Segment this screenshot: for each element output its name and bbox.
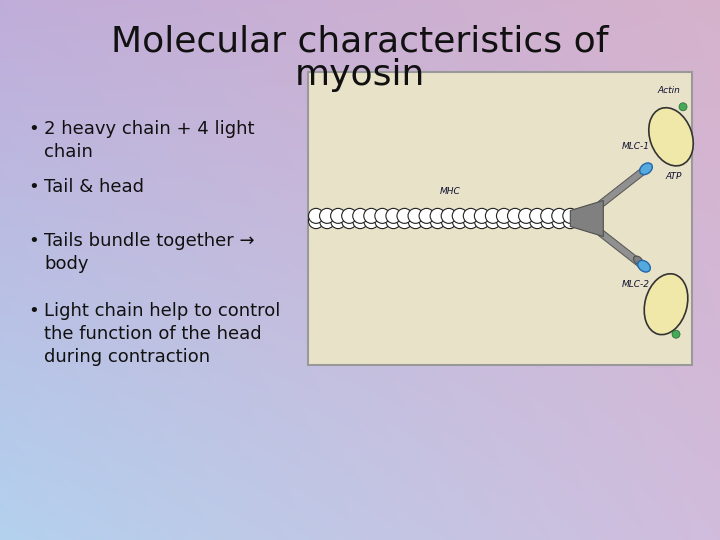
Circle shape: [397, 214, 412, 228]
Circle shape: [518, 214, 534, 228]
Text: •: •: [28, 178, 39, 196]
Circle shape: [541, 214, 556, 228]
Circle shape: [552, 208, 567, 224]
Ellipse shape: [644, 274, 688, 335]
Circle shape: [563, 208, 578, 224]
Polygon shape: [598, 166, 648, 207]
Circle shape: [375, 208, 390, 224]
Ellipse shape: [638, 260, 650, 272]
Circle shape: [679, 103, 687, 111]
Circle shape: [452, 214, 467, 228]
Circle shape: [419, 208, 434, 224]
Circle shape: [408, 208, 423, 224]
Circle shape: [441, 214, 456, 228]
Text: myosin: myosin: [294, 58, 426, 92]
Circle shape: [474, 208, 490, 224]
Circle shape: [672, 330, 680, 338]
Circle shape: [419, 214, 434, 228]
Circle shape: [508, 214, 523, 228]
Text: •: •: [28, 232, 39, 250]
Text: Actin: Actin: [657, 86, 680, 95]
Circle shape: [320, 214, 335, 228]
Ellipse shape: [649, 107, 693, 166]
Circle shape: [474, 214, 490, 228]
Circle shape: [530, 208, 544, 224]
Text: Light chain help to control
the function of the head
during contraction: Light chain help to control the function…: [44, 302, 280, 366]
Circle shape: [441, 208, 456, 224]
Circle shape: [463, 208, 478, 224]
Text: Molecular characteristics of: Molecular characteristics of: [112, 25, 608, 59]
FancyBboxPatch shape: [308, 72, 692, 365]
Circle shape: [353, 214, 368, 228]
Circle shape: [364, 208, 379, 224]
Text: MLC-2: MLC-2: [622, 280, 650, 289]
Circle shape: [508, 208, 523, 224]
Polygon shape: [570, 200, 603, 237]
Circle shape: [397, 208, 412, 224]
Circle shape: [430, 214, 445, 228]
Circle shape: [552, 214, 567, 228]
Text: Tail & head: Tail & head: [44, 178, 144, 196]
Circle shape: [485, 208, 500, 224]
Polygon shape: [598, 230, 648, 271]
Text: •: •: [28, 302, 39, 320]
Circle shape: [497, 208, 511, 224]
Circle shape: [330, 208, 346, 224]
Circle shape: [330, 214, 346, 228]
Circle shape: [463, 214, 478, 228]
Circle shape: [530, 214, 544, 228]
Circle shape: [342, 214, 356, 228]
Circle shape: [518, 208, 534, 224]
Text: ATP: ATP: [665, 172, 682, 181]
Circle shape: [497, 214, 511, 228]
Circle shape: [386, 208, 401, 224]
Circle shape: [452, 208, 467, 224]
Circle shape: [342, 208, 356, 224]
Ellipse shape: [634, 256, 642, 265]
Text: MLC-1: MLC-1: [622, 142, 650, 151]
Text: 2 heavy chain + 4 light
chain: 2 heavy chain + 4 light chain: [44, 120, 254, 161]
Circle shape: [308, 214, 323, 228]
Circle shape: [375, 214, 390, 228]
Circle shape: [408, 214, 423, 228]
Circle shape: [353, 208, 368, 224]
Text: MHC: MHC: [440, 187, 461, 197]
Circle shape: [364, 214, 379, 228]
Circle shape: [541, 208, 556, 224]
Circle shape: [386, 214, 401, 228]
Circle shape: [430, 208, 445, 224]
Ellipse shape: [639, 163, 652, 174]
Circle shape: [563, 214, 578, 228]
Circle shape: [485, 214, 500, 228]
Circle shape: [320, 208, 335, 224]
Text: •: •: [28, 120, 39, 138]
Text: Tails bundle together →
body: Tails bundle together → body: [44, 232, 255, 273]
Circle shape: [308, 208, 323, 224]
